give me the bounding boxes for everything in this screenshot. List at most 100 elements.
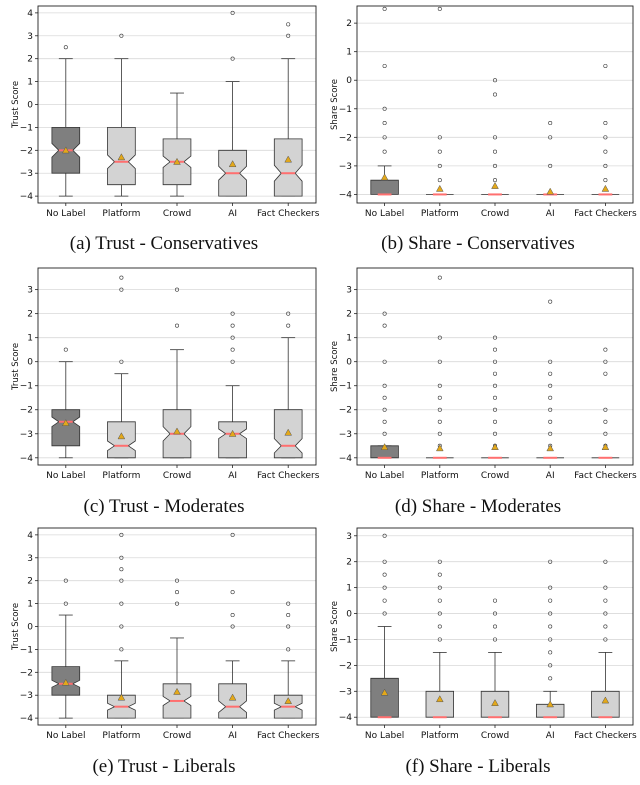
panel-caption: (b) Share - Conservatives [381, 233, 575, 254]
x-tick-label: Platform [102, 209, 140, 219]
outlier-point [548, 135, 553, 140]
box-no-label [370, 6, 399, 196]
outlier-point [230, 311, 235, 316]
outlier-point [492, 92, 497, 97]
outlier-point [492, 431, 497, 436]
outlier-point [230, 56, 235, 61]
outlier-point [437, 572, 442, 577]
mean-marker [61, 419, 70, 426]
y-tick-label: 3 [27, 286, 33, 296]
x-tick-label: No Label [46, 731, 85, 741]
y-tick-label: 1 [346, 48, 352, 58]
box-platform [426, 6, 454, 196]
outlier-point [437, 275, 442, 280]
y-tick-label: −3 [20, 430, 33, 440]
y-tick-label: 1 [27, 78, 33, 88]
outlier-point [230, 613, 235, 618]
mean-marker [546, 700, 555, 708]
y-tick-label: 2 [346, 558, 352, 568]
y-tick-label: −1 [20, 123, 33, 133]
y-tick-label: −4 [20, 454, 34, 464]
y-tick-label: −4 [339, 454, 353, 464]
panel-3: −4 −3 −2 −1 0 1 2 3 Trust Score No Label Platform C… [11, 267, 320, 517]
box-platform [107, 532, 136, 719]
panel-caption: (f) Share - Liberals [405, 756, 550, 777]
panel-caption: (d) Share - Moderates [395, 496, 561, 517]
box-platform [425, 559, 455, 719]
outlier-point [548, 637, 553, 642]
outlier-point [492, 395, 497, 400]
x-tick-label: AI [228, 731, 237, 741]
mean-marker [117, 432, 126, 440]
outlier-point [119, 33, 124, 38]
outlier-point [492, 135, 497, 140]
y-tick-label: 3 [346, 286, 352, 296]
outlier-point [230, 532, 235, 537]
mean-marker [228, 429, 237, 437]
box-fact-checkers [273, 601, 303, 719]
box-body [370, 179, 399, 195]
box-no-label [370, 533, 399, 719]
x-tick-label: AI [546, 209, 555, 219]
outlier-point [548, 371, 553, 376]
outlier-point [286, 311, 291, 316]
outlier-point [119, 601, 124, 606]
outlier-point [382, 135, 387, 140]
outlier-point [492, 624, 497, 629]
box-ai [218, 311, 247, 459]
panel-caption: (a) Trust - Conservatives [70, 233, 258, 254]
outlier-point [437, 559, 442, 564]
outlier-point [382, 121, 387, 126]
y-tick-label: −1 [339, 105, 352, 115]
mean-marker [601, 443, 610, 450]
outlier-point [548, 598, 553, 603]
mean-marker [173, 427, 181, 435]
box-ai [536, 121, 564, 196]
outlier-point [492, 598, 497, 603]
outlier-point [382, 6, 387, 11]
box-fact-checkers [591, 347, 620, 459]
outlier-point [382, 585, 387, 590]
box-crowd [480, 598, 510, 719]
outlier-point [492, 359, 497, 364]
mean-marker [228, 693, 237, 701]
outlier-point [230, 624, 235, 629]
outlier-point [175, 578, 180, 583]
y-tick-label: 0 [27, 623, 33, 633]
outlier-point [119, 567, 124, 572]
outlier-point [437, 178, 442, 183]
outlier-point [382, 572, 387, 577]
y-axis-label: Share Score [330, 601, 340, 652]
y-tick-label: 1 [27, 334, 33, 344]
panel-caption: (c) Trust - Moderates [84, 496, 245, 517]
x-tick-label: Crowd [481, 209, 509, 219]
y-tick-label: 3 [346, 532, 352, 542]
x-tick-label: No Label [365, 471, 404, 481]
outlier-point [382, 359, 387, 364]
outlier-point [230, 10, 235, 15]
y-tick-label: −2 [20, 406, 33, 416]
panel-2: −4 −3 −2 −1 0 1 2 Share Score No Label Platform Cr… [330, 5, 637, 254]
outlier-point [548, 163, 553, 168]
y-axis-label: Trust Score [11, 603, 21, 651]
mean-marker [380, 173, 389, 181]
outlier-point [603, 163, 608, 168]
outlier-point [382, 431, 387, 436]
outlier-point [119, 647, 124, 652]
box-no-label [51, 45, 81, 197]
y-tick-label: 2 [346, 19, 352, 29]
outlier-point [382, 149, 387, 154]
box-platform [107, 275, 136, 459]
mean-marker [546, 187, 555, 195]
outlier-point [603, 347, 608, 352]
y-tick-label: 4 [27, 531, 33, 541]
x-tick-label: AI [546, 471, 555, 481]
box-body [370, 445, 399, 459]
outlier-point [230, 323, 235, 328]
outlier-point [492, 637, 497, 642]
x-tick-label: No Label [46, 209, 85, 219]
y-tick-label: −2 [339, 661, 352, 671]
outlier-point [119, 532, 124, 537]
box-no-label [370, 311, 399, 459]
outlier-point [437, 431, 442, 436]
